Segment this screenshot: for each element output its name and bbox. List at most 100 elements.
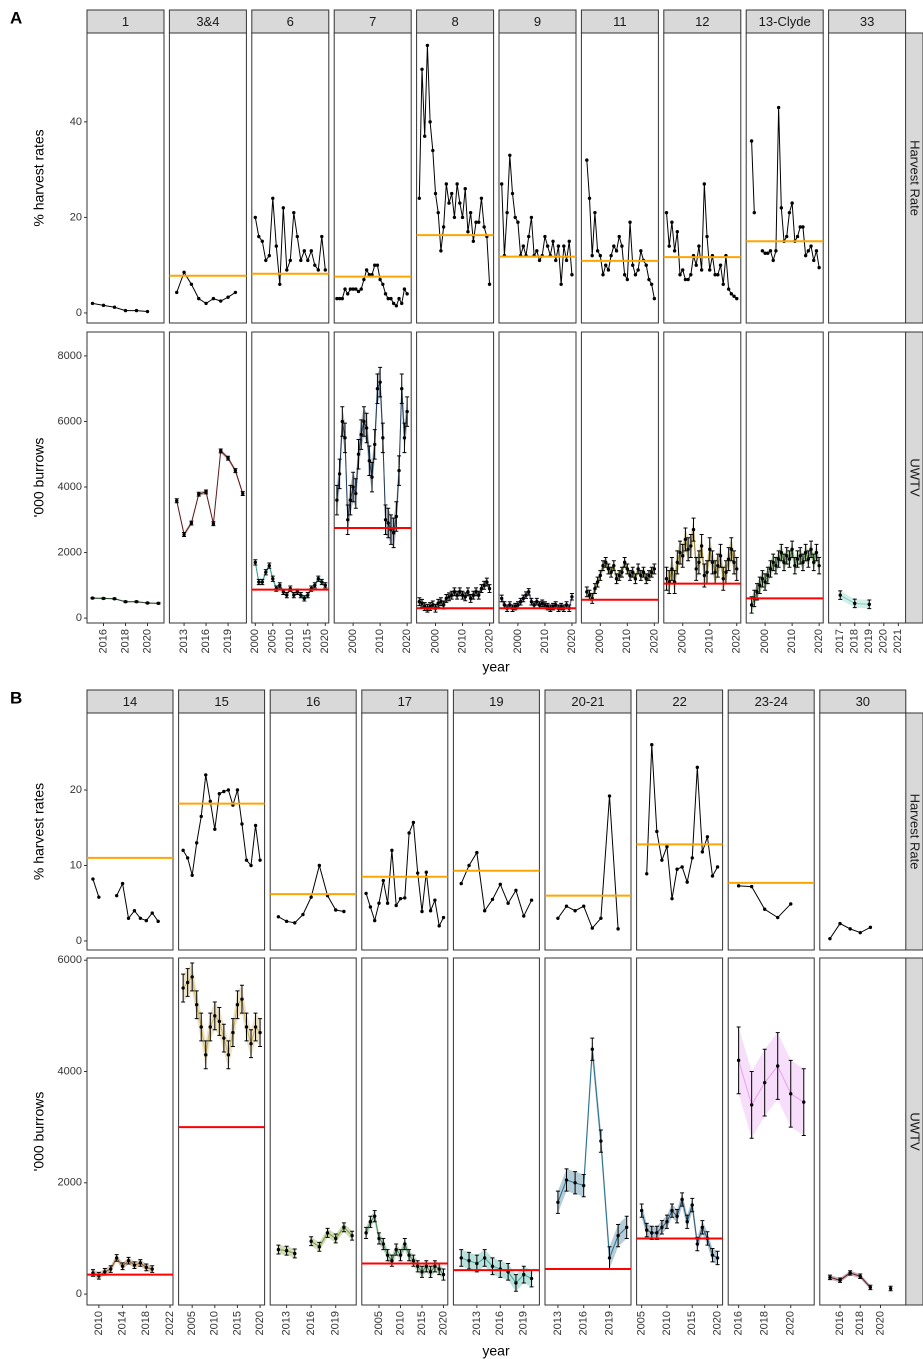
point [197, 492, 201, 496]
x-tick-label: 2020 [785, 1311, 797, 1335]
point [405, 409, 409, 414]
point [670, 1208, 674, 1213]
point [199, 1025, 203, 1029]
point [498, 882, 503, 887]
point [585, 158, 589, 162]
point [346, 518, 350, 522]
x-tick-label: 2015 [686, 1311, 698, 1335]
point [455, 593, 459, 597]
point [710, 560, 715, 565]
point [337, 472, 342, 476]
point [888, 1286, 893, 1291]
point [390, 1259, 394, 1263]
point [459, 1256, 463, 1260]
point [570, 273, 574, 277]
point [295, 590, 299, 594]
ribbon [751, 541, 820, 614]
point [705, 234, 709, 239]
point [471, 239, 476, 244]
point [665, 844, 669, 849]
point [343, 436, 347, 440]
point [490, 1264, 495, 1268]
x-tick-label: 2010 [284, 629, 296, 653]
point [485, 580, 489, 584]
point [226, 1053, 231, 1057]
point [253, 215, 257, 220]
x-tick-label: 2010 [539, 629, 551, 653]
point [226, 788, 231, 792]
point [385, 901, 390, 905]
x-tick-label: 2017 [834, 629, 846, 653]
point [652, 296, 657, 301]
point [439, 249, 443, 253]
point [364, 426, 369, 430]
point [391, 531, 396, 535]
y-tick-label: 20 [70, 784, 82, 796]
point [672, 249, 677, 253]
point [433, 191, 438, 196]
facet-frame [498, 32, 577, 324]
uwtv-line [182, 975, 261, 1055]
point [441, 915, 446, 920]
point [793, 563, 797, 568]
point [253, 560, 257, 565]
x-tick-label: 2020 [437, 1311, 449, 1335]
facet-frame [361, 712, 449, 951]
point [683, 537, 688, 542]
point [695, 765, 700, 770]
point [785, 554, 789, 558]
point [370, 475, 374, 479]
point [249, 863, 253, 868]
facet-frame [452, 957, 540, 1306]
point [867, 602, 871, 607]
point [394, 514, 399, 519]
point [612, 244, 616, 248]
point [521, 244, 526, 248]
point [736, 884, 741, 888]
facet-frame [745, 331, 824, 624]
point [625, 1225, 629, 1230]
point [735, 296, 739, 301]
point [420, 1270, 424, 1274]
point [809, 244, 813, 248]
point [527, 234, 531, 239]
x-tick-label: 2020 [141, 629, 153, 653]
point [868, 1285, 873, 1290]
point [260, 580, 264, 584]
point [664, 210, 669, 215]
point [616, 927, 620, 931]
point [798, 225, 802, 229]
point [710, 874, 715, 878]
point [156, 601, 161, 606]
uwtv-line [461, 1257, 532, 1284]
point [91, 877, 95, 881]
point [762, 1080, 767, 1085]
point [686, 277, 690, 282]
point [678, 273, 682, 277]
point [428, 1270, 433, 1274]
point [628, 220, 632, 224]
point [394, 304, 399, 308]
facet-label: 15 [214, 694, 228, 709]
facet-frame [828, 331, 907, 624]
point [260, 239, 264, 244]
point [633, 273, 638, 277]
point [570, 595, 574, 599]
point [433, 1264, 437, 1268]
point [222, 1036, 226, 1040]
facet-frame [416, 32, 495, 324]
x-tick-label: 2020 [566, 629, 578, 653]
point [150, 911, 154, 915]
harvest-line [460, 851, 533, 918]
point [381, 282, 385, 287]
y-tick-label: 10 [70, 859, 82, 871]
point [771, 258, 775, 263]
point [685, 880, 689, 884]
point [364, 268, 369, 272]
point [362, 419, 366, 424]
facet-frame [251, 32, 330, 324]
x-tick-label: 2013 [178, 629, 190, 653]
facet-label: 14 [123, 694, 137, 709]
point [647, 277, 651, 282]
uwtv-line [738, 1060, 805, 1107]
